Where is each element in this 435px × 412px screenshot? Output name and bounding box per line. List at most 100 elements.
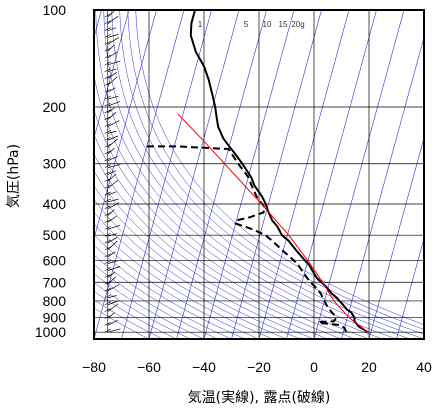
wind-barb-flag (104, 116, 111, 120)
wind-barb-flag (104, 191, 111, 196)
wind-barb (107, 209, 115, 216)
wind-barb-flag (104, 130, 111, 134)
adiabat-line (94, 234, 260, 339)
wind-barbs (104, 10, 121, 333)
adiabat-line (94, 74, 383, 339)
wind-barb-flag (104, 219, 111, 223)
x-tick-label: −60 (137, 359, 161, 375)
wind-barb (107, 135, 119, 141)
y-tick-label: 700 (43, 274, 67, 290)
mixing-ratio-label: 15 (279, 20, 288, 29)
wind-barb (107, 130, 117, 134)
adiabat-line (94, 264, 218, 339)
adiabat-line (111, 10, 424, 339)
isotherm-line (94, 10, 157, 240)
wind-barb-flag (104, 328, 111, 333)
wind-barb-flag (104, 260, 111, 264)
adiabat-line (94, 211, 287, 339)
adiabat-line (135, 10, 424, 325)
mixing-ratio-label: 10 (263, 20, 272, 29)
wind-barb (107, 170, 117, 175)
adiabat-line (95, 10, 397, 339)
wind-barb (107, 240, 118, 251)
temperature-line (189, 10, 369, 334)
x-axis-ticks: −80 −60 −40 −20 0 20 40 (82, 359, 432, 375)
isotherm-line (94, 10, 130, 140)
wind-barb-flag (104, 27, 111, 31)
wind-barb (107, 101, 121, 107)
isotherm-line (423, 337, 424, 339)
wind-barb-flag (104, 54, 111, 59)
wind-barb-flag (104, 239, 111, 244)
adiabat-line (94, 273, 205, 339)
y-tick-label: 200 (43, 99, 67, 115)
wind-barb (107, 233, 117, 237)
wind-barb (107, 236, 118, 244)
isotherm-line (148, 10, 240, 339)
y-tick-label: 400 (43, 196, 67, 212)
dewpoint-line (146, 145, 348, 333)
wind-barb (107, 271, 116, 278)
adiabat-line (94, 290, 177, 339)
wind-barb-flag (104, 267, 111, 271)
wind-barb (107, 27, 117, 31)
x-tick-label: −40 (192, 359, 216, 375)
isotherm-line (121, 10, 212, 339)
wind-barb-flag (104, 274, 111, 278)
wind-barb-flag (104, 20, 111, 24)
wind-barb-flag (104, 280, 111, 285)
wind-barb-flag (104, 95, 111, 100)
wind-barb-flag (104, 123, 111, 127)
wind-barb-flag (104, 232, 111, 237)
wind-barb (107, 147, 115, 155)
wind-barb (107, 198, 119, 203)
wind-barb (107, 112, 117, 120)
series-layer (146, 10, 369, 334)
isotherm-line (368, 136, 424, 339)
wind-barb-flag (104, 301, 111, 306)
wind-barb (107, 120, 120, 127)
y-tick-label: 800 (43, 293, 67, 309)
wind-barb-flag (104, 150, 111, 155)
adiabat-line (94, 133, 356, 339)
wind-barb (107, 191, 117, 196)
adiabat-line (94, 299, 163, 339)
wind-barb (107, 266, 121, 271)
wind-barb-flag (104, 88, 111, 93)
wind-barb-flag (104, 294, 111, 299)
adiabat-line (94, 109, 370, 339)
plot-frame (93, 9, 425, 340)
parcel-line (177, 113, 369, 333)
wind-barb (107, 328, 121, 333)
wind-barb-flag (104, 253, 111, 258)
adiabat-line (103, 10, 411, 339)
wind-barb (107, 224, 121, 230)
x-tick-label: 0 (310, 359, 318, 375)
isotherm-line (286, 10, 377, 339)
wind-barb-flag (104, 157, 111, 162)
wind-barb (107, 295, 117, 299)
wind-barb (107, 179, 119, 189)
wind-barb (107, 300, 119, 306)
wind-barb (107, 303, 119, 312)
y-tick-label: 900 (43, 309, 67, 325)
wind-barb (107, 68, 117, 73)
wind-barb-flag (104, 13, 111, 18)
wind-barb (107, 312, 115, 319)
wind-barb (107, 60, 121, 66)
adiabat-line (94, 223, 273, 339)
adiabat-line (94, 244, 246, 339)
isotherm-line (258, 10, 350, 339)
x-tick-label: 20 (361, 359, 377, 375)
wind-barb-flag (104, 198, 111, 203)
x-tick-label: −20 (247, 359, 271, 375)
wind-barb-flag (104, 212, 111, 216)
isotherm-line (231, 10, 322, 339)
mixing-ratio-label: 1 (198, 20, 203, 29)
wind-barb-flag (104, 287, 111, 292)
y-tick-label: 100 (43, 2, 67, 18)
adiabat-line (94, 170, 328, 339)
isotherm-line (313, 10, 405, 339)
wind-barb (107, 202, 120, 210)
